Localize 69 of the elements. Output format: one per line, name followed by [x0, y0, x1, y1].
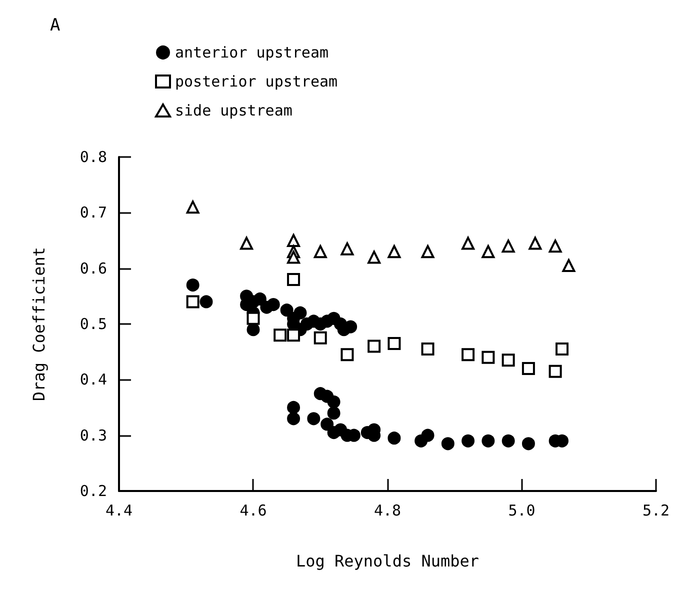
point [556, 342, 569, 356]
point [266, 298, 280, 312]
point [340, 242, 354, 256]
point [274, 328, 287, 342]
y-tick-label: 0.3 [80, 426, 107, 444]
x-tick-label: 4.6 [240, 502, 267, 520]
y-tick-label: 0.5 [80, 315, 107, 333]
point [327, 406, 340, 420]
y-tick-label: 0.8 [80, 148, 107, 166]
point [287, 412, 300, 426]
point [200, 295, 213, 308]
y-tick-label: 0.2 [80, 482, 107, 500]
point [327, 395, 340, 408]
point [502, 354, 515, 367]
point [294, 306, 307, 320]
point [482, 245, 495, 258]
point [421, 342, 434, 356]
point [246, 323, 260, 336]
point [388, 432, 401, 445]
point [186, 278, 200, 292]
chart-title: A [50, 16, 60, 36]
point [280, 304, 294, 317]
point [307, 412, 320, 426]
point [522, 362, 535, 376]
point [253, 292, 266, 306]
point [502, 240, 515, 253]
point [548, 240, 562, 253]
x-tick-label: 4.8 [374, 502, 402, 520]
point [340, 348, 354, 362]
x-tick-label: 5.2 [642, 502, 670, 520]
legend-label: anterior upstream [175, 44, 329, 62]
y-axis-title: Drag Coefficient [30, 246, 48, 402]
point [562, 259, 576, 272]
point [462, 434, 475, 448]
point [287, 234, 300, 247]
point [522, 437, 535, 450]
point [240, 236, 254, 250]
point [287, 272, 300, 286]
point [314, 245, 327, 258]
point [186, 200, 200, 214]
point [388, 245, 401, 258]
point [441, 437, 454, 450]
x-tick-label: 4.4 [105, 502, 133, 520]
point [421, 245, 434, 258]
point [287, 328, 300, 342]
point [368, 250, 381, 264]
x-tick-label: 5.0 [508, 502, 536, 520]
point [368, 340, 381, 353]
point [287, 250, 300, 264]
point [314, 331, 327, 344]
point [462, 236, 475, 250]
y-tick-label: 0.7 [80, 204, 107, 222]
x-axis-title: Log Reynolds Number [296, 552, 480, 570]
point [246, 312, 260, 325]
point [482, 434, 495, 448]
point [421, 428, 434, 442]
legend-label: side upstream [175, 102, 292, 120]
point [462, 348, 475, 362]
point [548, 364, 562, 378]
point [320, 418, 334, 431]
point [502, 434, 515, 448]
point [388, 336, 401, 350]
point [287, 401, 300, 414]
legend-label: posterior upstream [175, 72, 338, 90]
point [186, 295, 200, 308]
point [482, 350, 495, 364]
point [528, 236, 542, 250]
y-tick-label: 0.4 [80, 370, 107, 389]
y-tick-label: 0.6 [80, 259, 107, 278]
